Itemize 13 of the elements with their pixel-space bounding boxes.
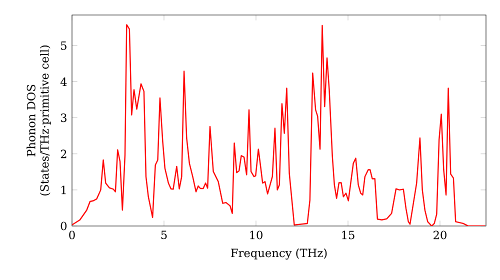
x-axis-title: Frequency (THz): [231, 248, 327, 260]
y-axis-title: Phonon DOS (States/THz·primitive cell): [26, 46, 51, 196]
y-tick-label: 3: [60, 114, 66, 122]
x-tick-label: 10: [250, 230, 262, 240]
y-tick-label: 2: [60, 150, 66, 158]
x-tick-label: 5: [161, 230, 167, 240]
y-tick-label: 0: [60, 222, 67, 230]
x-tick-label: 20: [434, 230, 446, 240]
y-tick-label: 1: [61, 186, 66, 194]
x-tick-label: 0: [69, 230, 75, 240]
x-tick-label: 15: [342, 230, 354, 240]
y-tick-label: 5: [61, 41, 66, 50]
y-tick-label: 4: [60, 78, 67, 86]
